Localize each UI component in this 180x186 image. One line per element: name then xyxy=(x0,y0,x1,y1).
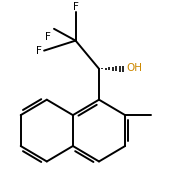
Text: F: F xyxy=(45,32,51,42)
Text: F: F xyxy=(36,46,42,56)
Text: OH: OH xyxy=(126,63,142,73)
Text: F: F xyxy=(73,1,78,12)
